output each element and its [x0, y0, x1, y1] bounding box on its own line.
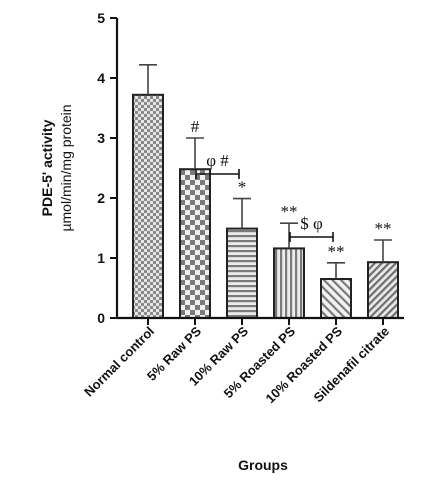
annotations-layer: #*******φ #$ φ: [191, 117, 392, 261]
bar: [179, 168, 211, 319]
significance-mark: **: [281, 202, 298, 221]
bar: [367, 261, 399, 320]
error-bars-layer: [139, 64, 392, 279]
y-ticks: 0 1 2 3 4 5: [97, 10, 117, 326]
significance-mark: *: [238, 178, 247, 197]
significance-mark: #: [191, 117, 200, 136]
comparison-label: φ #: [206, 151, 229, 170]
y-axis-title-line1: PDE-5' activity: [39, 119, 55, 216]
y-tick-label: 3: [97, 130, 105, 146]
bar: [132, 93, 164, 319]
bar: [320, 278, 352, 319]
bar: [226, 227, 258, 320]
y-tick-label: 0: [97, 310, 105, 326]
x-tick-label: Normal control: [81, 324, 157, 400]
x-axis-title: Groups: [238, 457, 288, 473]
y-axis-title-line2: µmol/min/mg protein: [58, 104, 74, 231]
comparison-label: $ φ: [300, 214, 323, 233]
y-tick-label: 2: [97, 190, 105, 206]
significance-mark: **: [375, 219, 392, 238]
y-tick-label: 5: [97, 10, 105, 26]
y-tick-label: 1: [97, 250, 105, 266]
bars-layer: [132, 93, 399, 320]
bar: [273, 247, 305, 319]
significance-mark: **: [328, 242, 345, 261]
y-tick-label: 4: [97, 70, 105, 86]
